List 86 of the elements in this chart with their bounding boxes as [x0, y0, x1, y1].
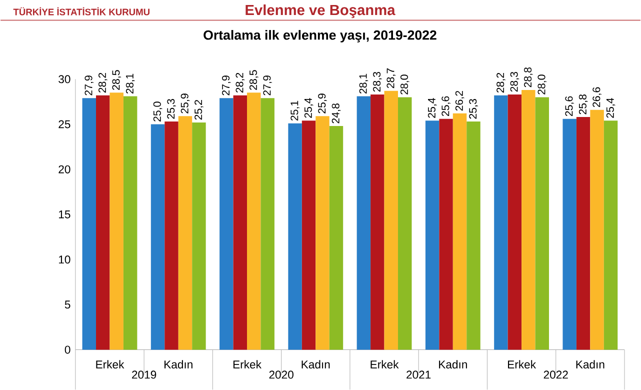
data-label: 25,4	[428, 98, 437, 118]
bar	[590, 110, 604, 350]
bar	[96, 95, 110, 350]
bar	[452, 113, 467, 350]
data-label: 25,4	[606, 98, 616, 118]
data-label: 25,2	[194, 100, 204, 120]
y-tick-label: 15	[58, 210, 70, 218]
x-tick-label: Erkek	[233, 360, 262, 369]
bar	[562, 118, 576, 350]
bar	[425, 120, 440, 350]
data-label: 25,3	[167, 99, 176, 119]
bar	[576, 117, 590, 350]
data-label: 25,9	[318, 94, 327, 114]
data-label: 27,9	[222, 76, 231, 96]
bar	[260, 98, 274, 350]
data-label: 25,3	[469, 99, 478, 119]
data-label: 28,2	[496, 72, 506, 93]
x-tick-label: Erkek	[370, 360, 399, 369]
bar	[192, 122, 206, 350]
bar	[604, 120, 618, 350]
text: Evlenme ve Boşanma	[246, 4, 396, 18]
y-tick-label: 10	[58, 256, 70, 264]
data-label: 28,5	[112, 70, 121, 90]
y-tick-label: 25	[58, 120, 70, 128]
text: 2022	[544, 370, 568, 379]
bar	[356, 96, 371, 350]
data-label: 26,2	[455, 91, 464, 111]
data-label: 25,0	[153, 102, 162, 122]
data-label: 27,9	[263, 76, 272, 96]
text: 2019	[132, 370, 156, 379]
data-label: 25,4	[304, 98, 314, 118]
y-tick-label: 30	[58, 75, 70, 84]
bar	[150, 124, 165, 350]
bar	[508, 94, 522, 350]
bar	[247, 92, 261, 350]
bar	[233, 95, 248, 350]
data-label: 28,5	[249, 70, 258, 90]
data-label: 28,7	[386, 68, 396, 88]
text: 2020	[269, 370, 294, 379]
bar	[123, 96, 138, 350]
x-tick-label: Kadın	[576, 360, 604, 369]
bar	[329, 126, 344, 350]
x-tick-label: Kadın	[164, 360, 192, 369]
y-tick-label: 20	[58, 165, 70, 174]
bar	[302, 120, 316, 350]
bar	[110, 92, 124, 350]
bar	[398, 97, 412, 350]
data-label: 25,6	[565, 96, 574, 116]
data-label: 28,1	[126, 74, 135, 94]
bar	[316, 116, 330, 350]
bar	[82, 98, 96, 350]
data-label: 28,3	[510, 72, 520, 92]
bar	[164, 122, 178, 350]
bar	[384, 90, 398, 350]
data-label: 26,6	[592, 87, 602, 108]
x-tick-label: Kadın	[439, 360, 467, 369]
data-label: 28,2	[98, 72, 108, 93]
bar	[370, 94, 384, 350]
data-label: 28,8	[524, 68, 533, 88]
x-tick-label: Erkek	[96, 360, 124, 369]
text: 2021	[406, 370, 431, 379]
bar	[178, 116, 192, 350]
data-label: 25,9	[180, 94, 190, 114]
bar	[466, 122, 480, 350]
data-label: 28,0	[400, 74, 410, 94]
bar	[494, 95, 508, 350]
data-label: 24,8	[332, 104, 341, 124]
data-label: 28,1	[359, 74, 368, 94]
chart-title: Ortalama ilk evlenme yaşı, 2019-2022	[204, 30, 436, 42]
bar	[535, 97, 549, 350]
data-label: 27,9	[84, 76, 94, 96]
data-label: 28,3	[373, 72, 382, 92]
x-tick-label: Kadın	[302, 360, 330, 369]
data-label: 25,1	[290, 100, 300, 121]
data-label: 28,2	[236, 72, 245, 93]
y-tick-label: 0	[64, 346, 70, 354]
x-tick-label: Erkek	[508, 360, 536, 369]
bar	[439, 118, 453, 350]
bar	[288, 123, 302, 350]
text: TÜRKİYE İSTATİSTİK KURUMU	[13, 7, 150, 16]
data-label: 25,6	[442, 96, 450, 116]
data-label: 25,8	[578, 94, 588, 114]
bar	[220, 98, 234, 350]
bar	[522, 90, 536, 350]
y-tick-label: 5	[64, 300, 70, 309]
data-label: 28,0	[538, 74, 547, 94]
